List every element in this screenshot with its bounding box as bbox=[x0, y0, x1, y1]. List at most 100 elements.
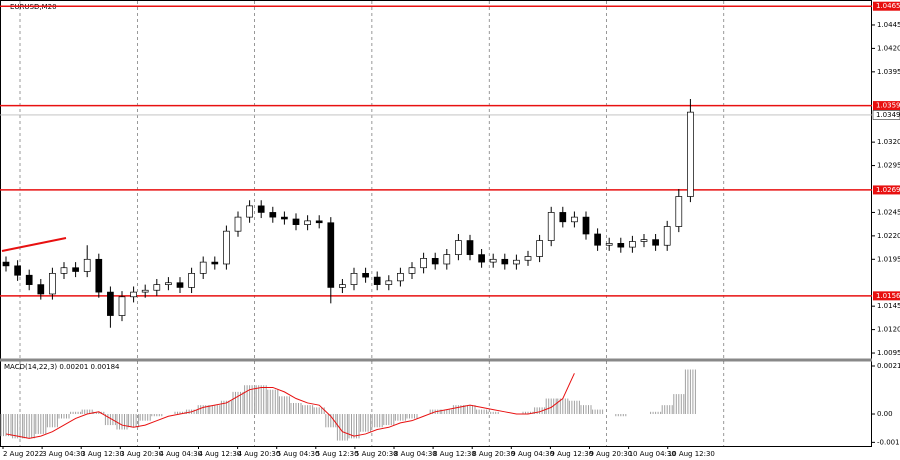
candle-body bbox=[629, 241, 636, 248]
candle-body bbox=[617, 243, 625, 248]
candle-body bbox=[350, 273, 358, 285]
candle-body bbox=[83, 258, 91, 272]
candle-body bbox=[513, 259, 520, 265]
candle-body bbox=[385, 280, 393, 285]
candle-body bbox=[408, 267, 416, 274]
y-tick-label: 0.00 bbox=[877, 410, 893, 418]
y-tick-label: 1.0395 bbox=[877, 68, 900, 76]
x-tick-label: 8 Aug 20:30 bbox=[472, 450, 515, 458]
candle-body bbox=[188, 273, 195, 288]
x-tick-label: 4 Aug 04:30 bbox=[159, 450, 202, 458]
candle-body bbox=[489, 258, 497, 263]
x-tick-label: 9 Aug 12:30 bbox=[550, 450, 593, 458]
candle-body bbox=[153, 284, 161, 291]
candle-body bbox=[536, 240, 543, 257]
candle-body bbox=[60, 267, 68, 274]
level-label: 1.0269 bbox=[876, 186, 900, 194]
candle-body bbox=[687, 111, 694, 197]
candle-body bbox=[176, 282, 184, 288]
y-tick-label: 1.0095 bbox=[877, 349, 900, 357]
y-tick-label: 1.0145 bbox=[877, 302, 900, 310]
candle-body bbox=[281, 216, 288, 220]
candle-body bbox=[165, 282, 172, 285]
candle-body bbox=[443, 254, 451, 265]
y-tick-label: 1.0245 bbox=[877, 208, 900, 216]
candle-body bbox=[304, 220, 311, 225]
candle-body bbox=[640, 239, 648, 242]
y-tick-label: 1.0295 bbox=[877, 162, 900, 170]
signal-line bbox=[5, 373, 575, 439]
x-tick-label: 2 Aug 2022 bbox=[3, 450, 43, 458]
candle-body bbox=[397, 273, 404, 282]
candle-body bbox=[315, 220, 323, 224]
candle-body bbox=[246, 205, 253, 218]
y-tick-label: 1.0445 bbox=[877, 21, 900, 29]
candle-body bbox=[652, 239, 659, 246]
candle-body bbox=[339, 284, 346, 288]
level-label-box bbox=[873, 101, 900, 111]
trend-line bbox=[1, 237, 67, 252]
y-tick-label: 1.0320 bbox=[877, 138, 900, 146]
candle-body bbox=[373, 276, 381, 285]
x-tick-label: 3 Aug 12:30 bbox=[81, 450, 124, 458]
x-tick-label: 8 Aug 12:30 bbox=[433, 450, 476, 458]
y-tick-label: 1.0195 bbox=[877, 255, 900, 263]
candle-body bbox=[478, 254, 485, 263]
candle-body bbox=[362, 273, 369, 278]
candle-body bbox=[2, 261, 10, 267]
candle-body bbox=[49, 273, 56, 295]
level-label-box bbox=[873, 291, 900, 301]
candle-body bbox=[559, 212, 567, 223]
candle-body bbox=[72, 267, 79, 272]
candle-body bbox=[257, 205, 265, 213]
x-tick-label: 5 Aug 20:30 bbox=[355, 450, 398, 458]
plot-frame bbox=[0, 0, 872, 447]
candle-body bbox=[501, 258, 509, 265]
current-price-box bbox=[872, 110, 900, 120]
candle-body bbox=[14, 265, 21, 276]
candle-body bbox=[582, 216, 590, 235]
candle-body bbox=[223, 230, 230, 265]
candle-body bbox=[211, 261, 219, 265]
candle-body bbox=[118, 296, 126, 316]
candle-body bbox=[327, 222, 335, 288]
candle-body bbox=[107, 291, 114, 316]
candle-body bbox=[594, 233, 601, 246]
x-tick-label: 9 Aug 20:30 bbox=[590, 450, 633, 458]
candle-body bbox=[571, 216, 578, 223]
x-tick-label: 8 Aug 04:30 bbox=[394, 450, 437, 458]
level-label-box bbox=[873, 1, 900, 11]
x-tick-label: 5 Aug 04:30 bbox=[277, 450, 320, 458]
level-label-box bbox=[873, 185, 900, 195]
chart-title: EURUSD,M20 bbox=[10, 3, 57, 11]
candle-body bbox=[675, 196, 683, 227]
indicator-title: MACD(14,22,3) 0.00201 0.00184 bbox=[4, 363, 120, 371]
candle-body bbox=[466, 240, 474, 255]
y-tick-label: 1.0220 bbox=[877, 232, 900, 240]
y-tick-label: 1.0120 bbox=[877, 326, 900, 334]
y-tick-label: -0.00128 bbox=[877, 438, 900, 446]
x-tick-label: 4 Aug 12:30 bbox=[199, 450, 242, 458]
x-tick-label: 3 Aug 04:30 bbox=[42, 450, 85, 458]
y-tick-label: 0.00217 bbox=[877, 362, 900, 370]
candle-body bbox=[269, 212, 277, 218]
current-price-label: 1.0349 bbox=[876, 111, 900, 119]
x-tick-label: 10 Aug 12:30 bbox=[668, 450, 715, 458]
candle-body bbox=[141, 289, 149, 293]
candle-body bbox=[234, 216, 242, 232]
level-label: 1.0465 bbox=[876, 2, 900, 10]
candle-body bbox=[431, 258, 439, 265]
candle-body bbox=[547, 212, 555, 241]
candle-body bbox=[420, 258, 427, 269]
candle-body bbox=[199, 261, 207, 274]
candle-body bbox=[95, 258, 103, 293]
y-tick-label: 1.0420 bbox=[877, 44, 900, 52]
x-tick-label: 10 Aug 04:30 bbox=[629, 450, 676, 458]
x-tick-label: 4 Aug 20:30 bbox=[238, 450, 281, 458]
x-tick-label: 3 Aug 20:30 bbox=[120, 450, 163, 458]
candle-body bbox=[130, 291, 137, 298]
candle-body bbox=[663, 226, 671, 246]
candle-body bbox=[455, 240, 462, 255]
candle-body bbox=[605, 243, 613, 246]
